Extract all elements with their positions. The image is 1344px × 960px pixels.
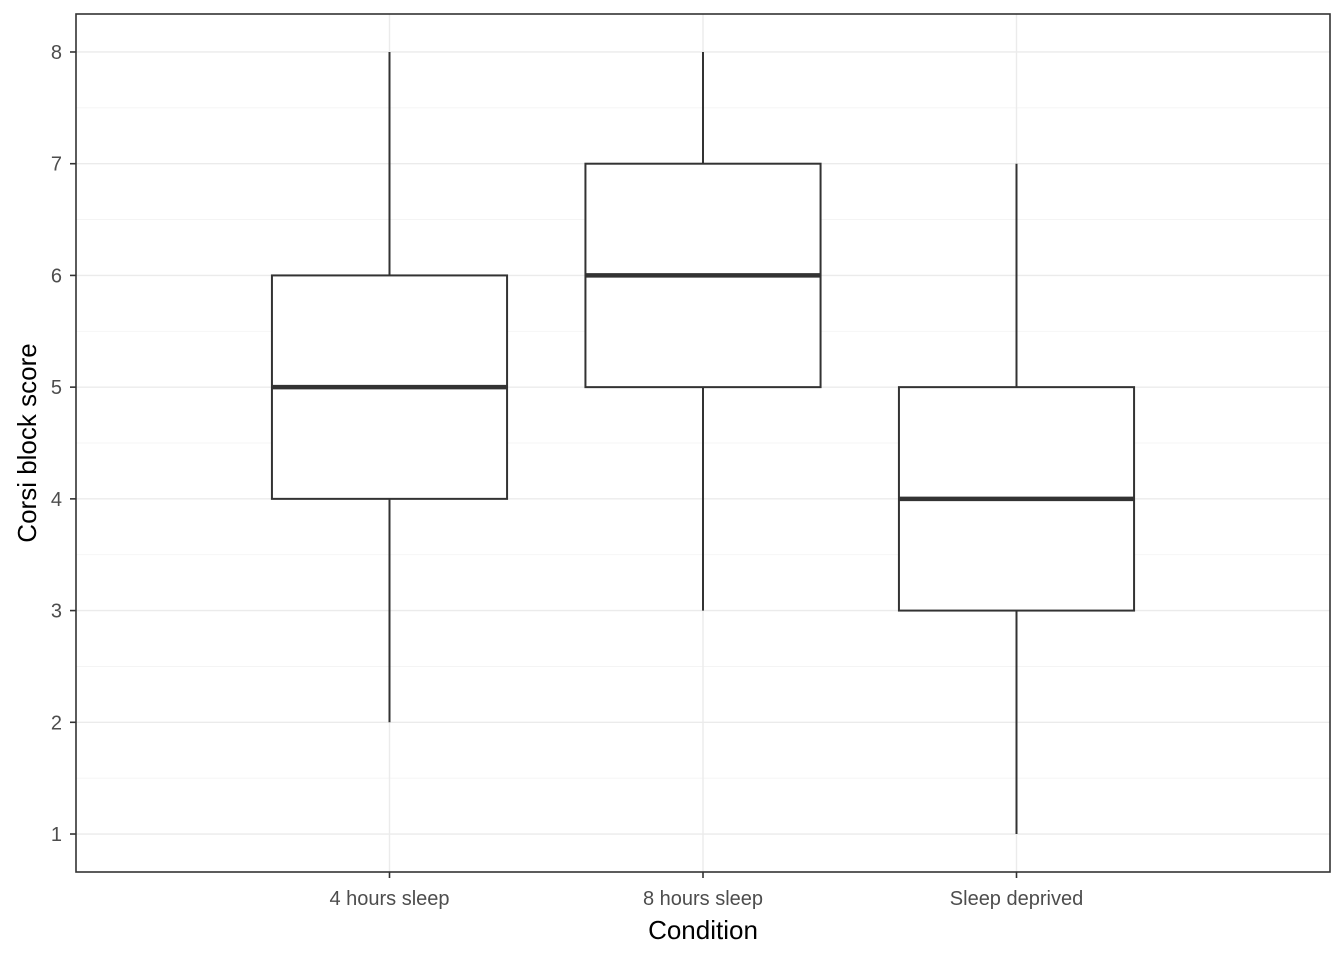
y-axis-title: Corsi block score	[12, 343, 42, 542]
y-tick-label: 1	[51, 824, 62, 846]
y-axis: 1 2 3 4 5 6 7 8	[51, 42, 76, 846]
box-group	[897, 163, 1136, 835]
x-axis: 4 hours sleep 8 hours sleep Sleep deprived	[329, 872, 1083, 910]
y-tick-label: 6	[51, 265, 62, 287]
y-tick-label: 2	[51, 712, 62, 734]
y-tick-label: 4	[51, 489, 62, 511]
y-tick-label: 5	[51, 377, 62, 399]
x-tick-label: Sleep deprived	[950, 888, 1083, 910]
y-tick-label: 7	[51, 154, 62, 176]
x-tick-label: 8 hours sleep	[643, 888, 763, 910]
box-marks	[270, 51, 1136, 835]
box-group	[270, 51, 509, 723]
box-group	[584, 51, 822, 611]
y-tick-label: 8	[51, 42, 62, 64]
y-tick-label: 3	[51, 601, 62, 623]
x-axis-title: Condition	[648, 915, 758, 945]
x-tick-label: 4 hours sleep	[329, 888, 449, 910]
